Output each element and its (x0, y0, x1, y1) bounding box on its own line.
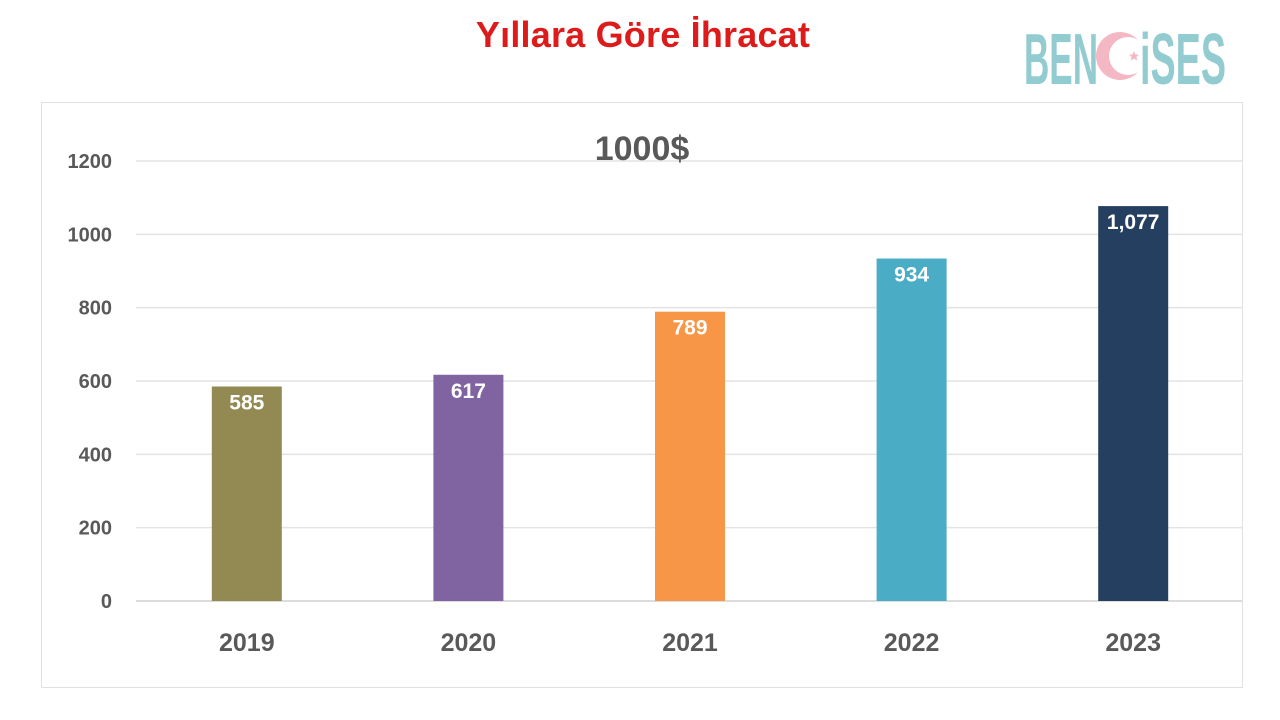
x-tick-label-2023: 2023 (1105, 629, 1161, 657)
labels: 0 200 400 600 800 1000 1200 585 2019 617 2020 789 20… (68, 151, 1162, 657)
chart-area: 0 200 400 600 800 1000 1200 585 2019 617 2020 789 20… (41, 102, 1243, 688)
bar-chart: 0 200 400 600 800 1000 1200 585 2019 617 2020 789 20… (68, 130, 1242, 657)
bar-2019 (211, 386, 282, 601)
page-title: Yıllara Göre İhracat (475, 14, 811, 55)
y-tick-label: 400 (79, 444, 112, 466)
x-tick-label-2022: 2022 (884, 629, 940, 657)
bar-2023 (1098, 206, 1169, 601)
data-label-2023: 1,077 (1107, 211, 1160, 234)
x-tick-label-2020: 2020 (441, 629, 497, 657)
y-tick-label: 1200 (68, 151, 113, 173)
bars (211, 206, 1169, 601)
logo-text-right: iSES (1140, 20, 1226, 94)
y-tick-label: 0 (101, 591, 112, 613)
bar-2022 (876, 258, 947, 601)
logo-graphic: BEN iSES (1024, 20, 1226, 94)
y-tick-label: 600 (79, 371, 112, 393)
y-tick-label: 800 (79, 298, 112, 320)
data-label-2021: 789 (672, 317, 707, 340)
bencises-logo: BEN iSES (1022, 8, 1228, 94)
bar-2021 (655, 311, 725, 601)
data-label-2020: 617 (451, 380, 486, 403)
data-label-2022: 934 (894, 264, 929, 287)
chart-title: 1000$ (595, 130, 690, 168)
crescent-star-icon (1096, 32, 1147, 80)
y-tick-label: 200 (79, 518, 112, 540)
logo-text-left: BEN (1024, 20, 1098, 94)
data-label-2019: 585 (229, 392, 264, 415)
x-tick-label-2021: 2021 (662, 629, 718, 657)
bar-2020 (433, 374, 504, 601)
y-tick-label: 1000 (68, 224, 113, 246)
x-tick-label-2019: 2019 (219, 629, 275, 657)
